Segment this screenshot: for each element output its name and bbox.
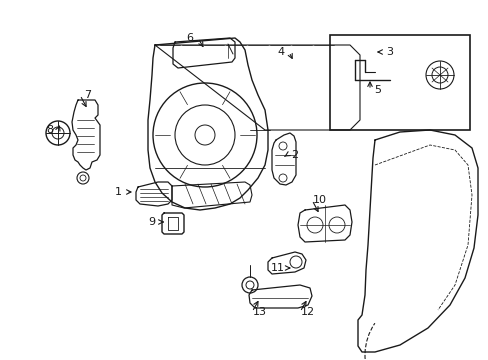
Text: 10: 10 — [312, 195, 326, 205]
Text: 4: 4 — [277, 47, 284, 57]
Text: 7: 7 — [84, 90, 91, 100]
Text: 8: 8 — [46, 125, 54, 135]
Text: 11: 11 — [270, 263, 285, 273]
Text: 3: 3 — [386, 47, 393, 57]
Text: 2: 2 — [291, 150, 298, 160]
Bar — [329, 35, 469, 130]
Text: 9: 9 — [148, 217, 155, 227]
Text: 5: 5 — [374, 85, 381, 95]
Text: 13: 13 — [252, 307, 266, 317]
Text: 1: 1 — [114, 187, 121, 197]
Text: 6: 6 — [186, 33, 193, 43]
Text: 12: 12 — [300, 307, 314, 317]
